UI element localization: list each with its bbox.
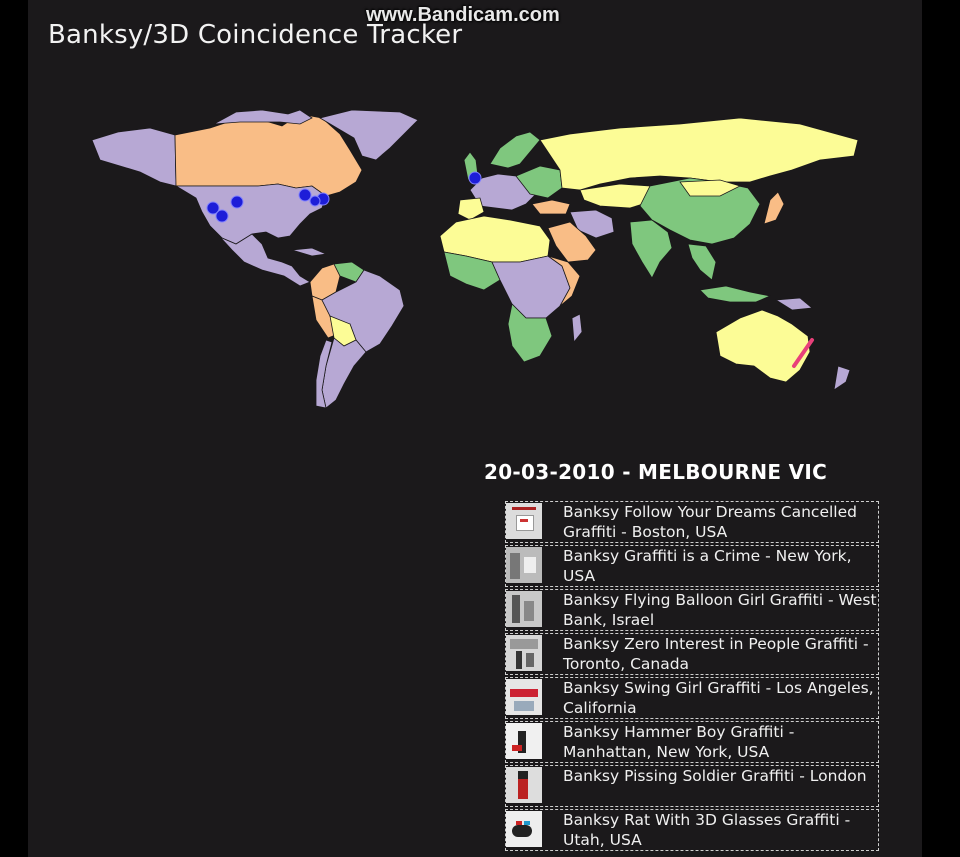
page-title: Banksy/3D Coincidence Tracker	[48, 20, 463, 50]
hammer-boy-thumbnail-icon	[506, 723, 542, 759]
event-heading: 20-03-2010 - MELBOURNE VIC	[484, 460, 828, 484]
country-japan[interactable]	[763, 191, 785, 225]
marker-london[interactable]	[468, 171, 482, 185]
rat-3d-glasses-thumbnail-icon	[506, 811, 542, 847]
results-list: Banksy Follow Your Dreams Cancelled Graf…	[505, 501, 879, 851]
list-item-title: Banksy Hammer Boy Graffiti - Manhattan, …	[563, 723, 795, 761]
list-item[interactable]: Banksy Follow Your Dreams Cancelled Graf…	[505, 501, 879, 543]
country-madagascar[interactable]	[571, 313, 583, 344]
graffiti-is-a-crime-thumbnail-icon	[506, 547, 542, 583]
country-alaska[interactable]	[91, 127, 177, 187]
list-item-title: Banksy Zero Interest in People Graffiti …	[563, 635, 869, 673]
list-item-title: Banksy Graffiti is a Crime - New York, U…	[563, 547, 852, 585]
follow-your-dreams-thumbnail-icon	[506, 503, 542, 539]
country-saudi-arabia[interactable]	[547, 221, 597, 263]
country-southeast-asia[interactable]	[687, 243, 717, 281]
country-cuba[interactable]	[291, 247, 328, 257]
country-india[interactable]	[629, 219, 673, 279]
country-turkey[interactable]	[531, 199, 571, 215]
pissing-soldier-thumbnail-icon	[506, 767, 542, 803]
country-southern-africa[interactable]	[507, 303, 553, 363]
country-mongolia[interactable]	[679, 179, 742, 197]
bandicam-watermark: www.Bandicam.com	[366, 4, 560, 26]
list-item-title: Banksy Rat With 3D Glasses Graffiti - Ut…	[563, 811, 851, 849]
list-item[interactable]: Banksy Graffiti is a Crime - New York, U…	[505, 545, 879, 587]
country-arctic-islands[interactable]	[213, 109, 313, 125]
balloon-girl-thumbnail-icon	[506, 591, 542, 627]
country-iberia[interactable]	[457, 197, 485, 221]
location-markers	[206, 171, 482, 223]
marker-toronto[interactable]	[298, 188, 312, 202]
country-australia[interactable]	[715, 309, 811, 383]
marker-new-york[interactable]	[309, 195, 321, 207]
country-scandinavia[interactable]	[489, 131, 541, 169]
zero-interest-thumbnail-icon	[506, 635, 542, 671]
swing-girl-thumbnail-icon	[506, 679, 542, 715]
country-indonesia[interactable]	[699, 285, 772, 303]
marker-los-angeles[interactable]	[206, 201, 220, 215]
list-item[interactable]: Banksy Zero Interest in People Graffiti …	[505, 633, 879, 675]
list-item-title: Banksy Follow Your Dreams Cancelled Graf…	[563, 503, 857, 541]
country-west-africa[interactable]	[443, 251, 501, 291]
list-item[interactable]: Banksy Swing Girl Graffiti - Los Angeles…	[505, 677, 879, 719]
marker-los-angeles-2[interactable]	[215, 209, 229, 223]
list-item-title: Banksy Swing Girl Graffiti - Los Angeles…	[563, 679, 874, 717]
list-item-title: Banksy Pissing Soldier Graffiti - London	[563, 767, 867, 785]
list-item[interactable]: Banksy Pissing Soldier Graffiti - London	[505, 765, 879, 807]
list-item[interactable]: Banksy Flying Balloon Girl Graffiti - We…	[505, 589, 879, 631]
list-item[interactable]: Banksy Hammer Boy Graffiti - Manhattan, …	[505, 721, 879, 763]
country-greenland[interactable]	[318, 109, 419, 161]
country-papua[interactable]	[774, 297, 813, 311]
country-new-zealand[interactable]	[833, 365, 851, 391]
country-central-africa[interactable]	[491, 255, 571, 319]
country-mexico[interactable]	[209, 225, 311, 287]
list-item[interactable]: Banksy Rat With 3D Glasses Graffiti - Ut…	[505, 809, 879, 851]
list-item-title: Banksy Flying Balloon Girl Graffiti - We…	[563, 591, 877, 629]
event-highlight-mark	[792, 338, 814, 368]
country-east-africa[interactable]	[547, 255, 581, 307]
marker-utah[interactable]	[230, 195, 244, 209]
country-russia[interactable]	[539, 117, 859, 191]
country-chile[interactable]	[315, 339, 333, 409]
